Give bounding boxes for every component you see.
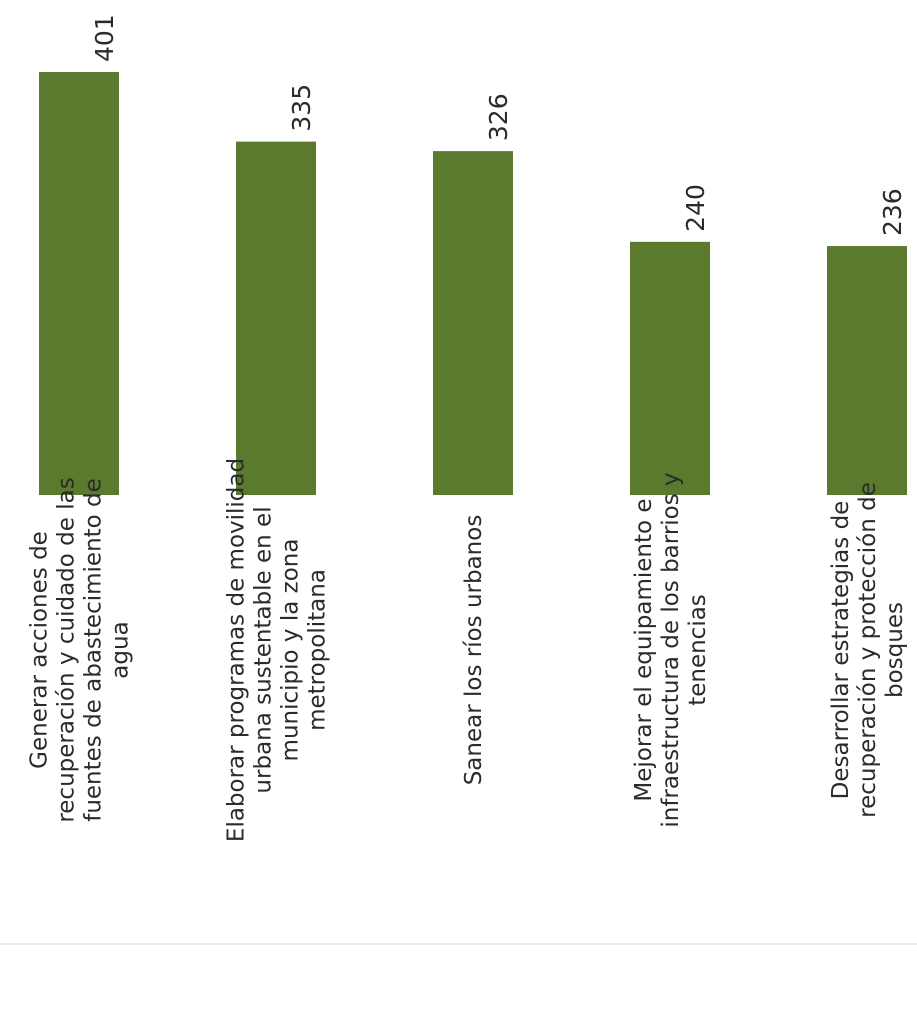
bar-1 [39,72,119,495]
value-label-4: 240 [681,184,710,232]
category-label-2-line-1: Elaborar programas de movilidad [224,458,250,842]
category-label-5-line-2: recuperación y protección de [855,482,881,818]
bar-3 [433,151,513,495]
category-label-4-line-1: Mejorar el equipamiento e [631,498,657,801]
category-label-2-line-3: municipio y la zona [278,539,304,762]
category-label-5-line-3: bosques [882,602,908,698]
category-label-2-line-2: urbana sustentable en el [251,506,277,793]
category-label-2: Elaborar programas de movilidad urbana su… [224,458,331,842]
category-label-1: Generar acciones de recuperación y cuidad… [27,477,134,822]
bars-group [39,72,907,495]
category-label-5-line-1: Desarrollar estrategias de [828,501,854,800]
category-label-1-line-3: fuentes de abastecimiento de [81,478,107,822]
category-label-4-line-3: tenencias [685,594,711,706]
category-labels-group: Generar acciones de recuperación y cuidad… [27,458,909,842]
category-label-1-line-1: Generar acciones de [27,531,53,769]
bar-4 [630,241,710,495]
value-label-5: 236 [878,188,907,236]
category-label-3-line-1: Sanear los ríos urbanos [461,515,487,786]
value-label-2: 335 [287,84,316,132]
category-label-3: Sanear los ríos urbanos [461,515,487,786]
category-label-4: Mejorar el equipamiento e infraestructura… [631,472,711,827]
bar-5 [827,246,907,495]
bar-2 [236,141,316,495]
category-label-5: Desarrollar estrategias de recuperación y… [828,482,908,818]
value-label-3: 326 [484,93,513,141]
value-labels-group: 401 335 326 240 236 [90,14,907,236]
value-label-1: 401 [90,14,119,62]
category-label-1-line-2: recuperación y cuidado de las [54,477,80,822]
category-label-1-line-4: agua [108,621,134,678]
category-label-2-line-4: metropolitana [305,569,331,731]
category-label-4-line-2: infraestructura de los barrios y [658,472,684,827]
